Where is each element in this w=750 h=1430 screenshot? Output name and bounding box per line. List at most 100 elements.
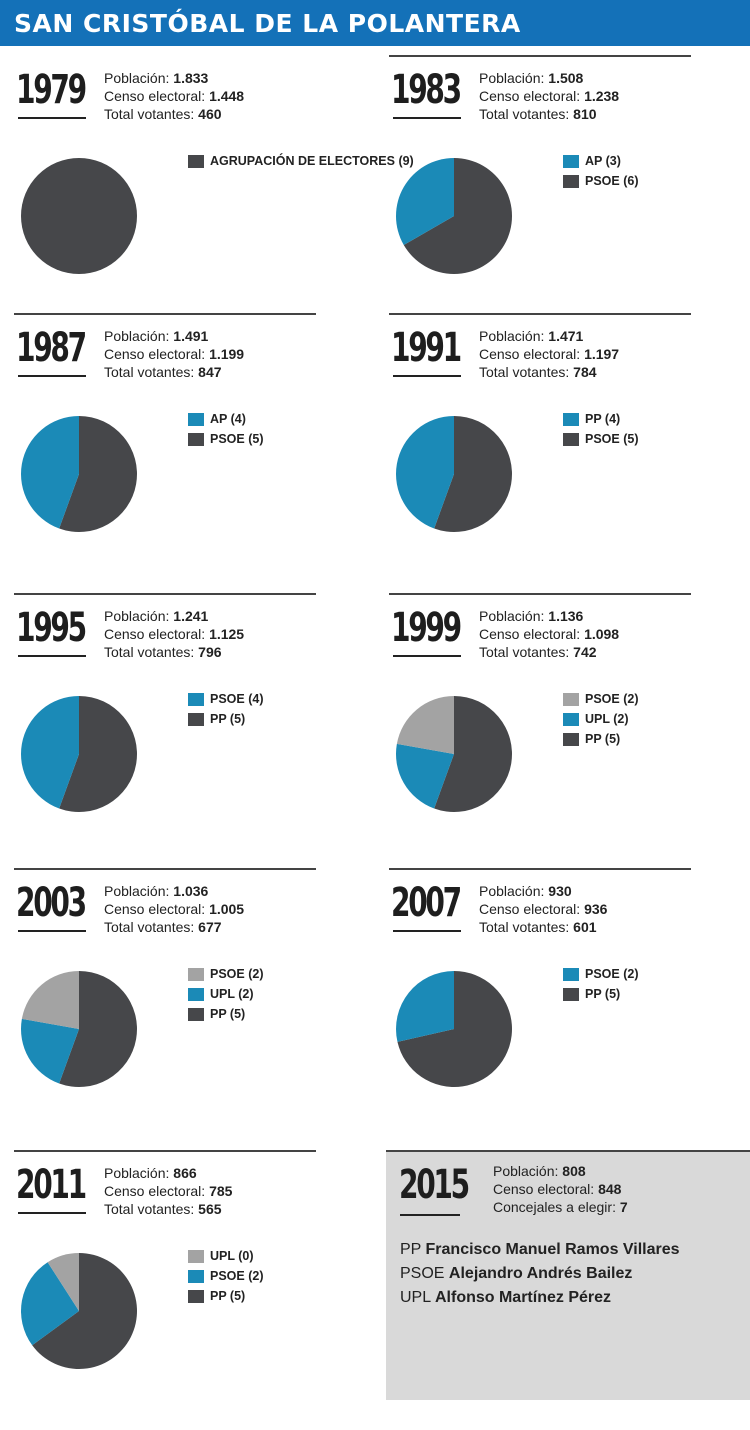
legend-label: PSOE (4) — [210, 692, 264, 706]
legend-item: PSOE (6) — [563, 171, 639, 191]
panel-divider — [389, 593, 691, 595]
pie-slice — [59, 971, 138, 1087]
stat-censo: Censo electoral: 785 — [104, 1183, 233, 1199]
panel-stats: Población: 1.833 Censo electoral: 1.448 To… — [104, 69, 244, 123]
pie-slice — [47, 1253, 79, 1311]
pie-slice — [21, 696, 80, 809]
legend-swatch — [188, 1269, 204, 1283]
pie-slice — [20, 1018, 80, 1084]
stat-votantes: Total votantes: 784 — [479, 364, 597, 380]
stat-censo: Censo electoral: 1.005 — [104, 901, 245, 917]
year-underline — [18, 117, 86, 119]
panel-stats: Población: 1.491 Censo electoral: 1.199 To… — [104, 327, 244, 381]
panel-divider — [389, 55, 691, 57]
pie-chart — [396, 158, 512, 274]
pie-chart — [396, 696, 512, 812]
legend-swatch — [563, 967, 579, 981]
legend-label: PSOE (5) — [210, 432, 264, 446]
legend-item: UPL (2) — [563, 709, 639, 729]
pie-slice — [397, 971, 512, 1087]
panel-divider — [14, 868, 316, 870]
pie-slice — [396, 971, 454, 1042]
election-panel: 1995 Población: 1.241 Censo electoral: 1.1… — [0, 593, 375, 873]
panel-year: 1987 — [16, 325, 87, 371]
legend-item: AP (3) — [563, 151, 639, 171]
stat-censo: Censo electoral: 1.199 — [104, 346, 245, 362]
legend-swatch — [188, 1249, 204, 1263]
stat-poblacion: Población: 1.508 — [479, 70, 584, 86]
legend-item: PP (5) — [188, 709, 264, 729]
panel-2015: 2015 Población: 808 Censo electoral: 848… — [386, 1150, 750, 1400]
legend-item: PSOE (2) — [188, 964, 264, 984]
stat-censo: Censo electoral: 1.238 — [479, 88, 620, 104]
stat-poblacion: Población: 1.491 — [104, 328, 209, 344]
panel-stats: Población: 930 Censo electoral: 936 Total … — [479, 882, 607, 936]
legend-item: PP (5) — [563, 729, 639, 749]
legend-item: UPL (0) — [188, 1246, 264, 1266]
legend-item: PP (5) — [563, 984, 639, 1004]
year-underline — [18, 655, 86, 657]
legend-item: PSOE (5) — [188, 429, 264, 449]
legend-label: UPL (2) — [210, 987, 254, 1001]
panel-divider — [14, 1150, 316, 1152]
stat-censo: Censo electoral: 1.197 — [479, 346, 620, 362]
stat-censo: Censo electoral: 1.448 — [104, 88, 245, 104]
stat-censo: Censo electoral: 936 — [479, 901, 608, 917]
stat-censo: Censo electoral: 848 — [493, 1181, 622, 1197]
panel-stats: Población: 1.241 Censo electoral: 1.125 To… — [104, 607, 244, 661]
pie-slice — [59, 416, 138, 532]
panel-stats: Población: 866 Censo electoral: 785 Total … — [104, 1164, 232, 1218]
pie-slice — [396, 743, 454, 809]
pie-slice — [396, 416, 454, 529]
pie-chart — [396, 971, 512, 1087]
stat-poblacion: Población: 1.241 — [104, 608, 209, 624]
chart-legend: UPL (0) PSOE (2) PP (5) — [188, 1246, 264, 1306]
stat-votantes: Total votantes: 742 — [479, 644, 597, 660]
panel-year: 1991 — [391, 325, 462, 371]
panel-divider — [14, 313, 316, 315]
legend-swatch — [188, 712, 204, 726]
stat-poblacion: Población: 1.136 — [479, 608, 584, 624]
page-title: SAN CRISTÓBAL DE LA POLANTERA — [14, 9, 521, 38]
legend-label: PP (5) — [210, 1007, 246, 1021]
pie-chart — [21, 158, 137, 274]
legend-item: PSOE (5) — [563, 429, 639, 449]
pie-slice — [434, 696, 512, 812]
chart-legend: PSOE (2) PP (5) — [563, 964, 639, 1004]
stat-censo: Censo electoral: 1.098 — [479, 626, 620, 642]
legend-label: PSOE (2) — [585, 967, 639, 981]
legend-label: AGRUPACIÓN DE ELECTORES (9) — [210, 154, 414, 168]
legend-item: UPL (2) — [188, 984, 264, 1004]
legend-swatch — [188, 967, 204, 981]
panel-divider — [14, 593, 316, 595]
legend-item: AGRUPACIÓN DE ELECTORES (9) — [188, 151, 414, 171]
candidate-item: PP Francisco Manuel Ramos Villares — [400, 1241, 680, 1258]
year-underline — [393, 655, 461, 657]
legend-label: PSOE (2) — [585, 692, 639, 706]
legend-label: PP (5) — [210, 712, 246, 726]
panel-year: 2003 — [16, 880, 87, 926]
legend-label: PP (5) — [210, 1289, 246, 1303]
panel-year: 1979 — [16, 67, 87, 113]
stat-poblacion: Población: 866 — [104, 1165, 197, 1181]
candidate-list: PP Francisco Manuel Ramos Villares PSOE … — [400, 1238, 680, 1310]
legend-item: PP (5) — [188, 1286, 264, 1306]
legend-swatch — [563, 732, 579, 746]
panel-stats: Población: 1.508 Censo electoral: 1.238 To… — [479, 69, 619, 123]
election-panel: 1987 Población: 1.491 Censo electoral: 1.1… — [0, 313, 375, 593]
pie-slice — [396, 696, 454, 754]
chart-legend: PSOE (4) PP (5) — [188, 689, 264, 729]
panel-stats: Población: 1.136 Censo electoral: 1.098 To… — [479, 607, 619, 661]
year-underline — [393, 375, 461, 377]
legend-label: UPL (2) — [585, 712, 629, 726]
candidate-item: PSOE Alejandro Andrés Bailez — [400, 1265, 633, 1282]
stat-votantes: Total votantes: 796 — [104, 644, 222, 660]
legend-item: AP (4) — [188, 409, 264, 429]
legend-item: PSOE (2) — [563, 964, 639, 984]
pie-chart — [20, 971, 138, 1087]
pie-chart — [396, 416, 512, 532]
year-underline — [18, 1212, 86, 1214]
legend-label: PP (4) — [585, 412, 621, 426]
pie-slice — [21, 416, 80, 529]
stat-votantes: Total votantes: 677 — [104, 919, 222, 935]
